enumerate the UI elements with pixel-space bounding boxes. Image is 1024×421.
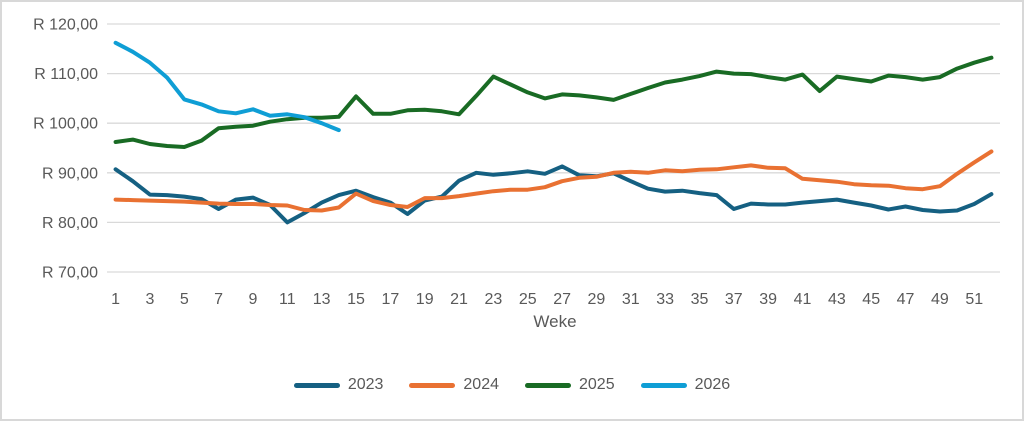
legend-label-2026: 2026 (694, 376, 731, 393)
y-axis-tick-label: R 110,00 (34, 66, 98, 83)
x-axis-tick-label: 39 (759, 291, 777, 308)
x-axis-tick-label: 43 (828, 291, 846, 308)
legend-swatch-2026 (640, 382, 687, 388)
legend-swatch-2024 (409, 382, 456, 388)
legend-item-2023: 2023 (293, 376, 384, 394)
x-axis-tick-label: 35 (691, 291, 709, 308)
x-axis-tick-label: 9 (249, 291, 258, 308)
y-axis-tick-label: R 120,00 (33, 17, 98, 34)
x-axis-tick-label: 3 (145, 291, 154, 308)
legend-swatch-2025 (525, 382, 571, 388)
x-axis-tick-label: 49 (931, 291, 949, 308)
x-axis-tick-label: 37 (725, 291, 743, 308)
series-line-2023 (113, 164, 994, 225)
x-axis-tick-label: 21 (450, 291, 468, 308)
x-axis-tick-label: 15 (347, 291, 365, 308)
series-line-2024 (113, 149, 994, 213)
x-axis-tick-label: 51 (965, 291, 983, 308)
chart-legend: 2023 2024 2025 2026 (2, 376, 1022, 394)
y-axis-tick-label: R 70,00 (42, 265, 98, 282)
x-axis-tick-label: 41 (794, 291, 812, 308)
legend-item-2024: 2024 (409, 376, 499, 394)
series-line-2025 (113, 55, 994, 149)
x-axis-tick-label: 23 (484, 291, 502, 308)
x-axis-tick-label: 13 (313, 291, 331, 308)
x-axis-tick-label: 17 (381, 291, 399, 308)
y-axis-tick-label: R 90,00 (42, 165, 98, 182)
x-axis-tick-label: 45 (862, 291, 880, 308)
x-axis-tick-label: 5 (180, 291, 189, 308)
legend-label-2024: 2024 (463, 376, 499, 393)
x-axis-tick-label: 11 (279, 291, 296, 308)
legend-item-2026: 2026 (640, 376, 731, 394)
y-axis-tick-label: R 80,00 (42, 215, 98, 232)
legend-item-2025: 2025 (525, 376, 615, 394)
legend-label-2025: 2025 (579, 376, 615, 393)
x-axis-tick-label: 31 (622, 291, 640, 308)
x-axis-tick-label: 47 (897, 291, 915, 308)
x-axis-tick-label: 27 (553, 291, 571, 308)
x-axis-tick-label: 7 (214, 291, 223, 308)
legend-swatch-2023 (293, 382, 340, 388)
x-axis-tick-label: 29 (588, 291, 606, 308)
legend-label-2023: 2023 (347, 376, 384, 393)
x-axis-tick-label: 33 (656, 291, 674, 308)
series-line-2026 (113, 40, 341, 133)
x-axis-tick-label: 25 (519, 291, 537, 308)
y-axis-tick-label: R 100,00 (33, 116, 98, 133)
x-axis-title: Weke (533, 312, 577, 331)
x-axis-tick-label: 1 (111, 291, 120, 308)
x-axis-tick-label: 19 (416, 291, 434, 308)
